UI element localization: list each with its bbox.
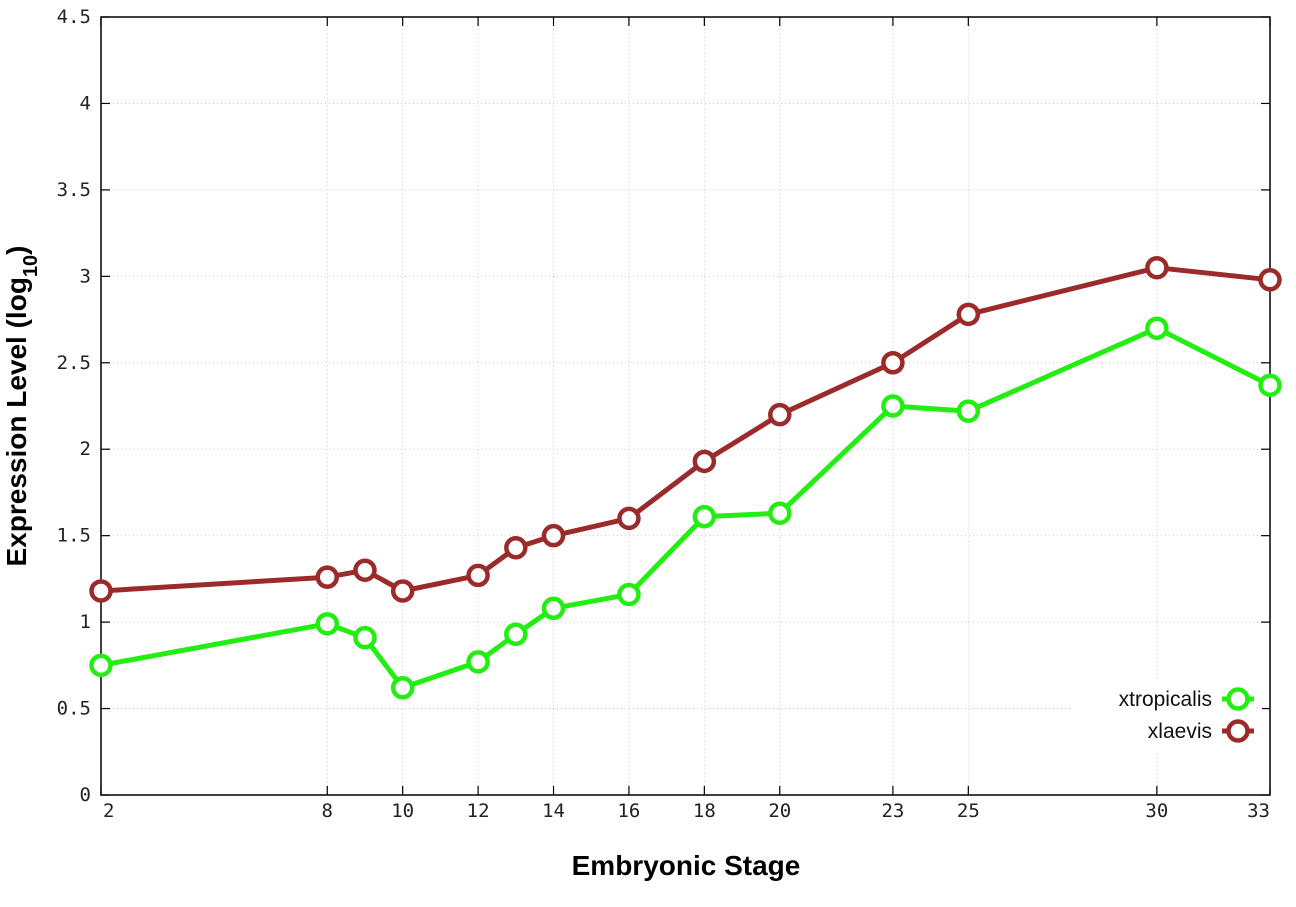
- data-point: [617, 582, 641, 607]
- data-point: [956, 302, 981, 327]
- y-tick-label: 3: [80, 265, 91, 287]
- x-tick-label: 2: [103, 800, 114, 822]
- series-line: [100, 325, 1272, 691]
- y-tick-label: 2: [80, 438, 91, 460]
- data-point: [541, 596, 566, 621]
- data-point: [617, 506, 641, 531]
- data-point: [541, 523, 566, 548]
- series-xlaevis: [89, 255, 1282, 603]
- x-tick-label: 10: [391, 800, 414, 822]
- data-point: [956, 399, 981, 423]
- data-point: [466, 650, 490, 674]
- grid: [101, 17, 1270, 795]
- data-point: [315, 565, 340, 589]
- data-point: [353, 625, 377, 650]
- legend-label: xtropicalis: [1119, 688, 1212, 711]
- x-tick-label: 8: [322, 800, 333, 822]
- legend-label: xlaevis: [1148, 720, 1212, 743]
- x-tick-label: 14: [542, 800, 565, 822]
- x-tick-label: 30: [1145, 800, 1168, 822]
- data-point: [1145, 316, 1169, 340]
- data-point: [89, 653, 113, 678]
- y-tick-label: 3.5: [57, 179, 91, 201]
- data-point: [89, 579, 113, 603]
- y-tick-label: 1: [80, 611, 91, 633]
- series-xtropicalis: [89, 316, 1282, 700]
- data-point: [692, 449, 717, 474]
- y-tick-label: 2.5: [57, 352, 91, 374]
- data-point: [692, 504, 717, 529]
- plot-frame: [100, 16, 1271, 796]
- y-axis-title-close: ): [1, 246, 32, 255]
- y-tick-label: 4.5: [57, 6, 91, 28]
- y-tick-label: 4: [80, 92, 91, 114]
- data-point: [1258, 268, 1282, 292]
- x-tick-label: 20: [768, 800, 791, 822]
- data-point: [1258, 373, 1282, 398]
- legend-swatch-marker: [1226, 719, 1250, 743]
- axis-ticks: 0 0.5 1 1.5 2 2.5 3 3.5 4 4.5 2 8 10 12 14 16 18 20 23 25 30…: [57, 6, 1271, 822]
- series-lines: [89, 255, 1282, 700]
- y-axis-title-subscript: 10: [20, 255, 42, 277]
- data-point: [504, 536, 528, 560]
- data-point: [881, 351, 905, 375]
- y-axis-title: Expression Level (log10): [1, 246, 42, 567]
- y-tick-label: 0.5: [57, 698, 91, 720]
- data-point: [390, 579, 415, 603]
- x-tick-label: 18: [693, 800, 716, 822]
- legend: xtropicalis xlaevis: [1072, 680, 1262, 750]
- x-tick-label: 25: [957, 800, 980, 822]
- series-line: [100, 265, 1271, 594]
- data-point: [768, 402, 792, 427]
- x-tick-label: 16: [617, 800, 640, 822]
- data-point: [353, 558, 377, 582]
- x-tick-label: 12: [467, 800, 490, 822]
- data-point: [881, 394, 905, 418]
- data-point: [1145, 255, 1169, 280]
- legend-swatch-marker: [1226, 687, 1250, 711]
- data-point: [390, 676, 415, 700]
- data-point: [466, 563, 490, 588]
- x-tick-label: 23: [881, 800, 904, 822]
- y-tick-label: 1.5: [57, 525, 91, 547]
- data-point: [504, 622, 528, 646]
- y-tick-label: 0: [80, 784, 91, 806]
- data-point: [768, 501, 792, 525]
- data-point: [315, 612, 340, 636]
- x-tick-label: 33: [1247, 800, 1270, 822]
- y-axis-title-main: Expression Level (log: [1, 277, 32, 566]
- x-axis-title: Embryonic Stage: [572, 850, 801, 881]
